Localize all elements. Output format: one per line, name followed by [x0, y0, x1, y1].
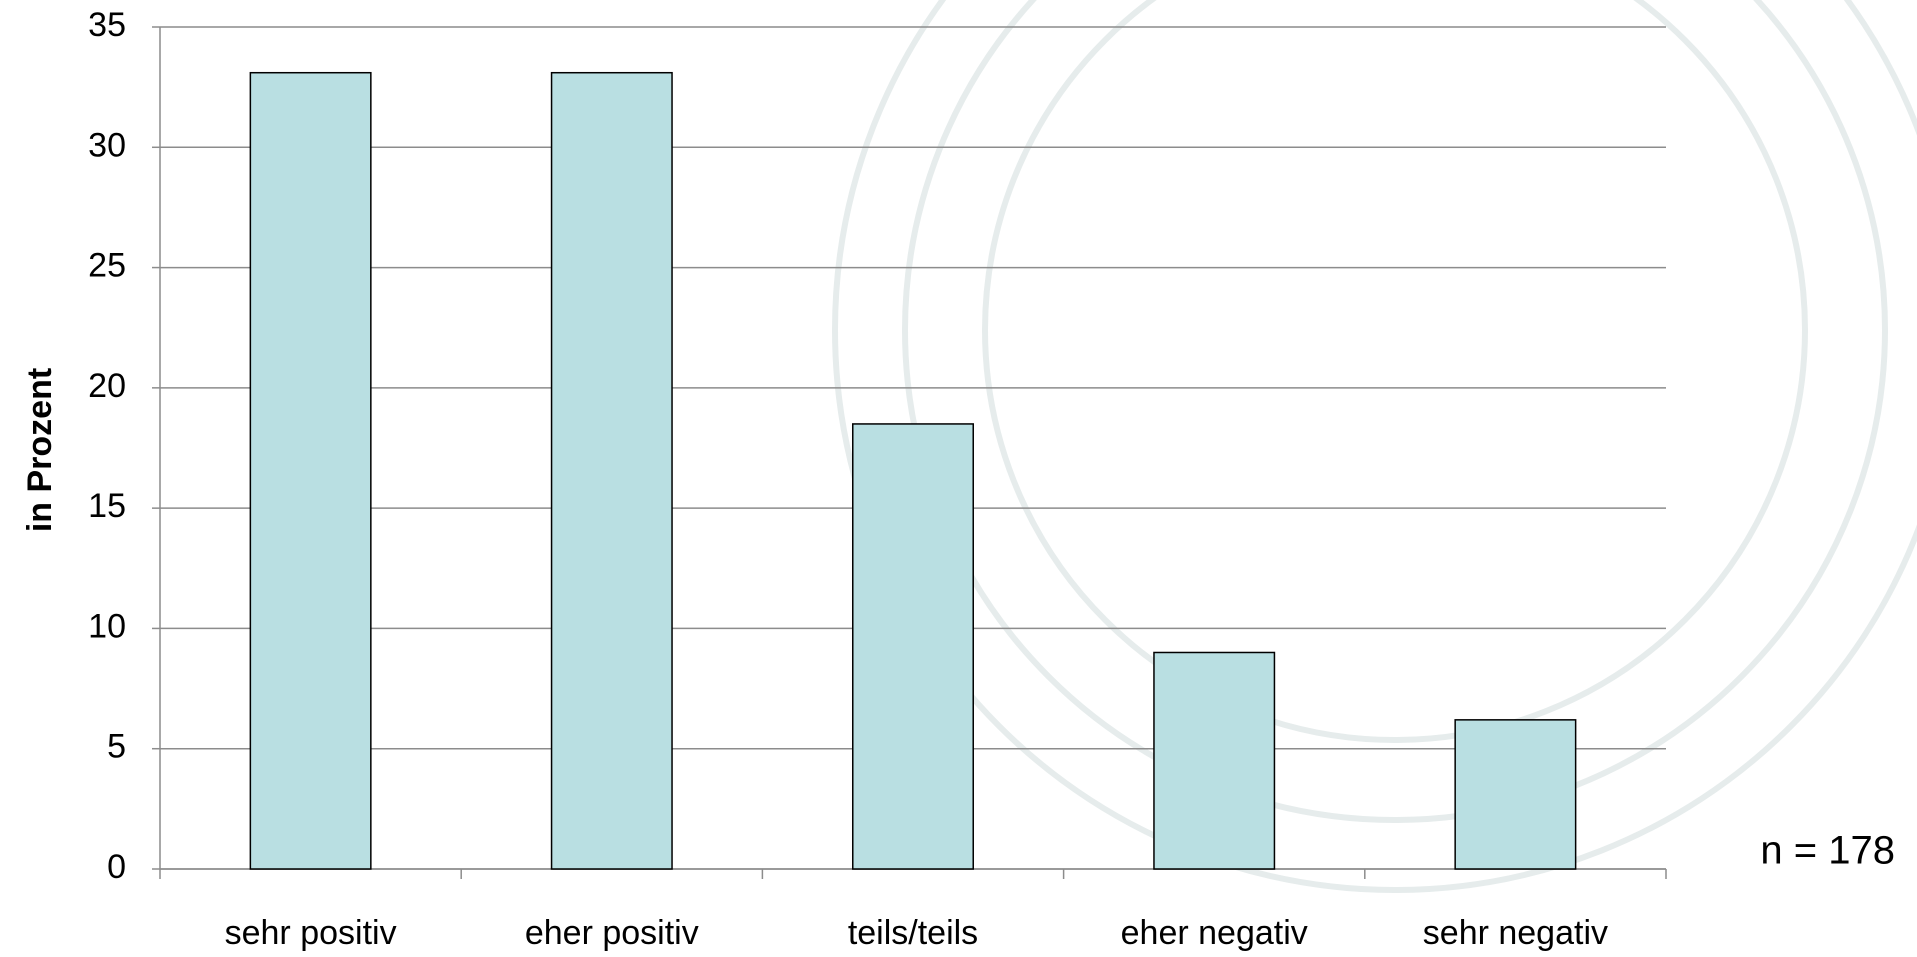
y-tick-label: 15	[88, 487, 126, 525]
y-tick-label: 10	[88, 607, 126, 645]
y-tick-label: 30	[88, 126, 126, 164]
y-tick-label: 5	[107, 728, 126, 766]
bar	[852, 423, 974, 870]
y-tick-label: 0	[107, 848, 126, 886]
y-tick-label: 35	[88, 6, 126, 44]
x-tick-label: eher positiv	[525, 914, 699, 952]
y-axis-label: in Prozent	[21, 368, 59, 532]
y-tick-label: 25	[88, 247, 126, 285]
bar	[1454, 719, 1577, 870]
x-tick-label: eher negativ	[1121, 914, 1308, 952]
y-tick-label: 20	[88, 367, 126, 405]
watermark-seal	[832, 0, 1917, 893]
annotation: n = 178	[1760, 829, 1895, 873]
bar	[249, 71, 372, 870]
bar	[1153, 651, 1276, 870]
x-tick-label: teils/teils	[848, 914, 978, 952]
bar	[550, 71, 673, 870]
x-tick-label: sehr positiv	[225, 914, 397, 952]
x-tick-label: sehr negativ	[1423, 914, 1608, 952]
